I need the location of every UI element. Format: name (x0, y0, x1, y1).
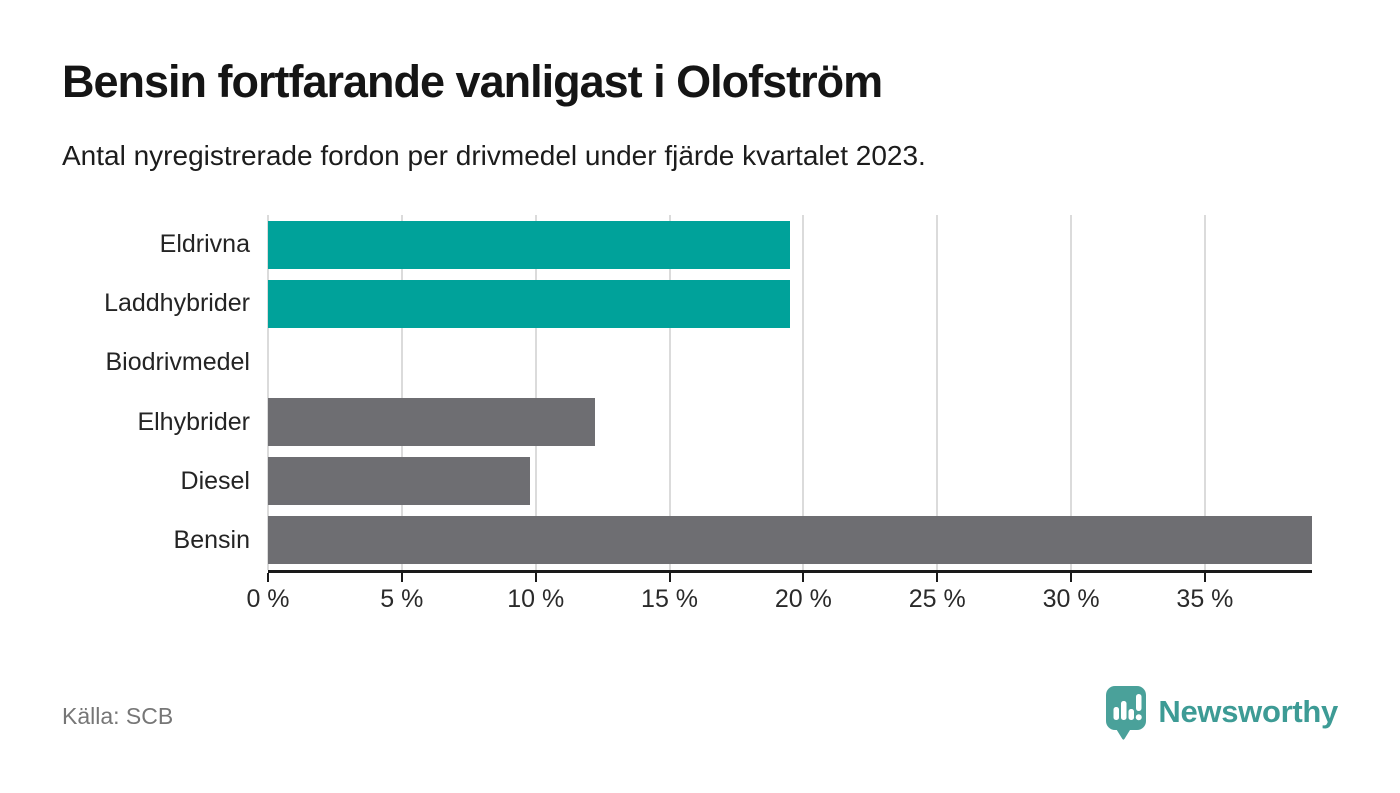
gridline (936, 215, 939, 570)
gridline (668, 215, 671, 570)
plot-area (267, 215, 1312, 570)
bar-elhybrider (268, 398, 595, 447)
x-tick-label: 30 % (1042, 585, 1100, 613)
logo-exclamation-dot (1136, 714, 1143, 721)
category-label: Eldrivna (159, 230, 250, 259)
x-tick (1203, 573, 1206, 582)
x-tick (1070, 573, 1073, 582)
source-note: Källa: SCB (62, 703, 174, 729)
newsworthy-logo: Newsworthy (1106, 686, 1338, 744)
x-axis-line (268, 570, 1312, 573)
category-label: Bensin (173, 525, 250, 554)
logo-bar-1 (1113, 707, 1120, 720)
gridline (534, 215, 537, 570)
bar-bensin (268, 516, 1312, 565)
x-tick-label: 20 % (774, 585, 832, 613)
bar-row (268, 215, 1312, 274)
chart-title: Bensin fortfarande vanligast i Olofström (62, 56, 883, 107)
gridline (1070, 215, 1073, 570)
x-tick (668, 573, 671, 582)
gridline (1203, 215, 1206, 570)
logo-bar-3 (1128, 709, 1135, 720)
category-labels: Eldrivna Laddhybrider Biodrivmedel Elhybrid… (40, 215, 250, 570)
category-label: Laddhybrider (104, 289, 250, 318)
newsworthy-logo-icon (1106, 686, 1147, 740)
gridline (267, 215, 269, 570)
x-tick-label: 5 % (380, 585, 424, 613)
x-tick-label: 25 % (908, 585, 966, 613)
category-label: Elhybrider (137, 407, 250, 436)
x-tick (267, 573, 269, 582)
logo-exclamation-stem (1136, 694, 1142, 711)
bar-row (268, 511, 1312, 570)
bar-laddhybrider (268, 279, 790, 328)
category-label: Diesel (180, 466, 250, 495)
logo-bar-2 (1121, 701, 1127, 720)
bar-row (268, 274, 1312, 333)
bar-row (268, 393, 1312, 452)
x-tick-label: 35 % (1176, 585, 1234, 613)
newsworthy-logo-text: Newsworthy (1158, 694, 1338, 729)
x-axis-labels: 0 % 5 % 10 % 15 % 20 % 25 % 30 % 35 % (246, 585, 1312, 617)
x-tick (936, 573, 939, 582)
bar-row (268, 452, 1312, 511)
bar-row (268, 333, 1312, 392)
gridline (400, 215, 403, 570)
x-tick (400, 573, 403, 582)
x-tick (534, 573, 537, 582)
x-axis-ticks (267, 573, 1312, 582)
chart-subtitle: Antal nyregistrerade fordon per drivmede… (62, 140, 926, 171)
bar-eldrivna (268, 220, 790, 269)
x-tick-label: 10 % (507, 585, 565, 613)
x-tick-label: 15 % (641, 585, 699, 613)
x-tick (802, 573, 805, 582)
x-tick-label: 0 % (246, 585, 290, 613)
gridline (802, 215, 805, 570)
bar-diesel (268, 457, 531, 506)
category-label: Biodrivmedel (105, 348, 250, 377)
